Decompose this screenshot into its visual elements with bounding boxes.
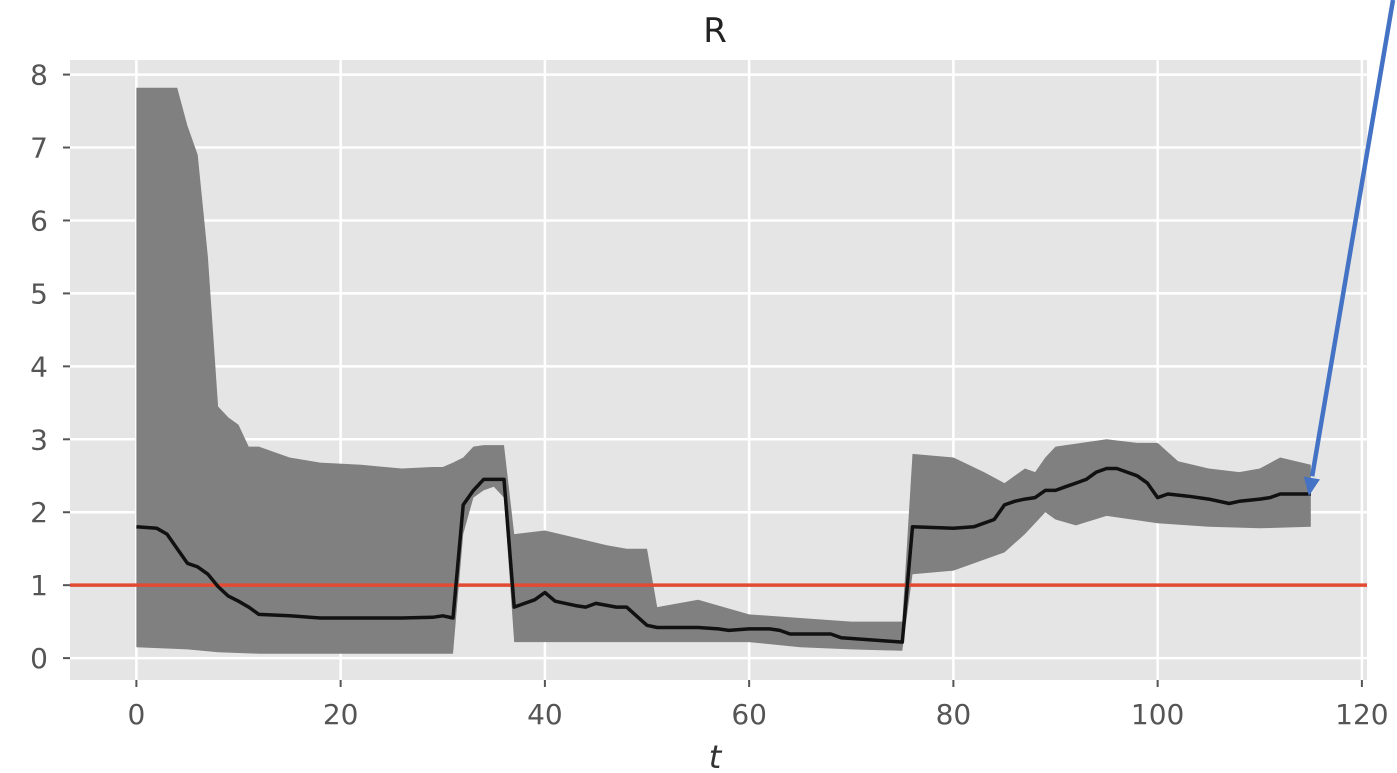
median-line (136, 466, 1311, 644)
y-tick-label: 3 (30, 423, 48, 456)
y-tick-label: 1 (30, 569, 48, 602)
y-tick-label: 7 (30, 132, 48, 165)
x-tick-label: 60 (731, 698, 767, 731)
x-tick-label: 0 (127, 698, 145, 731)
x-tick-label: 100 (1131, 698, 1184, 731)
x-tick-label: 40 (527, 698, 563, 731)
x-tick-label: 80 (936, 698, 972, 731)
credible-interval-band (136, 87, 1311, 654)
y-tick-label: 2 (30, 496, 48, 529)
chart-title: R (703, 11, 727, 51)
y-tick-label: 4 (30, 350, 48, 383)
annotation-layer (1303, 0, 1396, 496)
x-tick-label: 120 (1335, 698, 1388, 731)
x-axis-ticks: 0 20 40 60 80 100 120 (127, 680, 1389, 731)
x-tick-label: 20 (323, 698, 359, 731)
annotation-arrow-head (1303, 476, 1320, 496)
y-tick-label: 6 (30, 204, 48, 237)
annotation-arrow-shaft (1309, 0, 1396, 477)
y-tick-label: 8 (30, 59, 48, 92)
y-axis-ticks: 0 1 2 3 4 5 6 7 8 (30, 59, 70, 675)
y-tick-label: 0 (30, 642, 48, 675)
series-layer (70, 87, 1367, 654)
y-tick-label: 5 (30, 277, 48, 310)
x-axis-label: t (709, 738, 723, 773)
